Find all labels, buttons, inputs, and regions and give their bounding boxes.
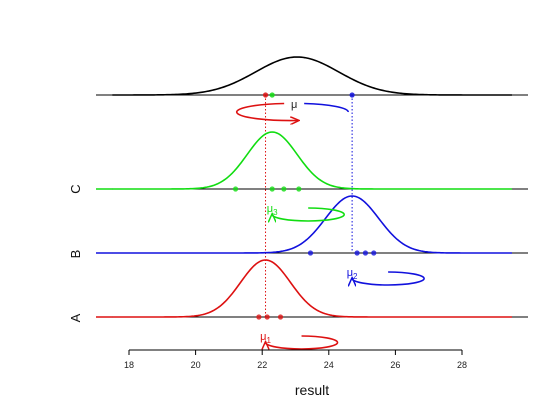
density-curve-b [112,195,512,254]
mu-arrow-a [266,335,339,349]
top-point-3 [349,92,355,98]
data-point-b-2 [354,250,360,256]
mu-sub-b: 2 [353,272,358,281]
mu-sub-c: 3 [273,208,278,217]
mu-arc-top-red [235,102,298,121]
group-label-a: A [68,313,83,322]
mu-label-a: μ1 [260,331,271,345]
data-point-b-3 [362,250,369,256]
data-point-c-1 [232,186,239,192]
data-point-a-3 [277,314,284,320]
density-curve-top [112,56,512,96]
data-point-c-4 [296,186,302,192]
top-point-2 [269,92,275,98]
mu-label-b: μ2 [347,267,358,281]
density-curve-c [112,131,512,190]
group-label-c: C [68,184,83,193]
data-point-b-1 [307,250,314,256]
mu-label-c: μ3 [267,203,278,217]
data-point-c-3 [281,186,287,192]
x-tick-label-20: 20 [191,360,201,370]
mu-arrow-c [272,207,345,221]
mu-label-top: μ [291,99,297,111]
group-labels: A B C [68,184,83,322]
mean-labels: μ1 μ2 μ3 μ [235,99,425,349]
data-point-c-2 [269,186,275,192]
x-tick-label-22: 22 [257,360,267,370]
data-point-a-1 [256,314,262,320]
x-tick-label-24: 24 [324,360,334,370]
group-label-b: B [68,250,83,259]
data-points [232,92,377,320]
x-axis: 18 20 22 24 26 28 result [124,349,467,398]
mu-arrow-b [352,271,425,285]
x-tick-label-28: 28 [457,360,467,370]
x-axis-title: result [295,382,329,398]
mu-sub-a: 1 [266,336,271,345]
x-ticks: 18 20 22 24 26 28 [124,350,467,370]
density-curve-a [112,259,512,318]
density-curves [96,56,512,318]
x-tick-label-18: 18 [124,360,134,370]
data-point-b-4 [371,250,377,256]
top-point-1 [262,92,269,98]
x-tick-label-26: 26 [390,360,400,370]
data-point-a-2 [264,314,270,320]
guide-lines [96,94,528,318]
mu-arc-top-blue [304,102,349,113]
